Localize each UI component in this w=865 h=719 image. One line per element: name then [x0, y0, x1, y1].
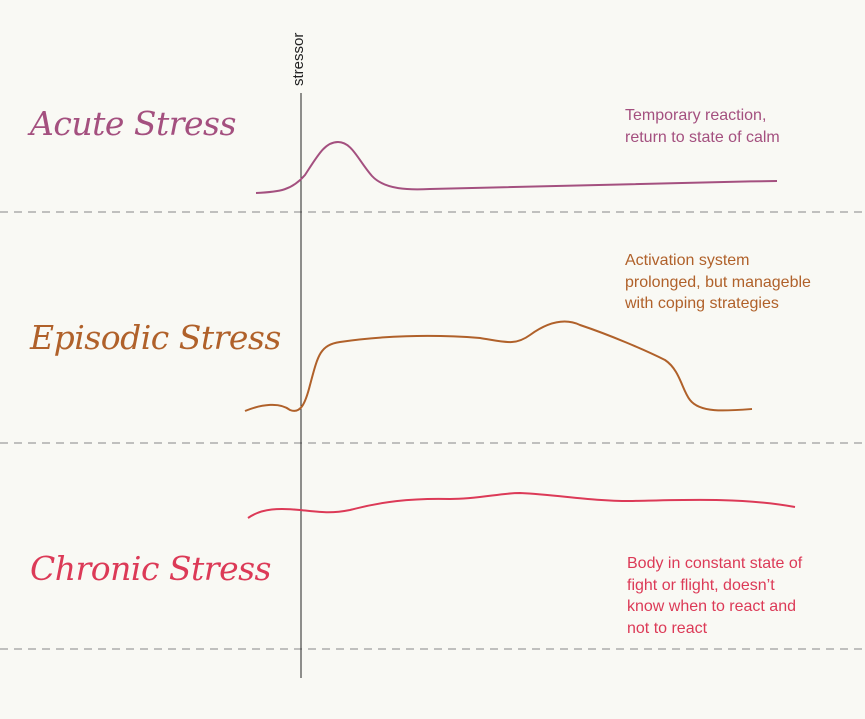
description-line: with coping strategies	[625, 295, 779, 312]
description-line: know when to react and	[627, 598, 796, 615]
acute-stress-description: Temporary reaction, return to state of c…	[625, 105, 780, 148]
description-line: not to react	[627, 619, 708, 637]
description-line: Activation system	[625, 252, 750, 269]
episodic-stress-description: Activation system prolonged, but manageb…	[625, 250, 811, 315]
description-line: Temporary reaction,	[625, 107, 767, 124]
description-line: return to state of calm	[625, 128, 780, 146]
acute-stress-curve	[255, 140, 778, 194]
episodic-stress-title: Episodic Stress	[30, 318, 281, 357]
description-line: Body in constant state of	[627, 555, 803, 572]
description-line: fight or flight, doesn’t	[627, 576, 775, 594]
description-line: prolonged, but manageble	[625, 273, 811, 291]
acute-stress-title: Acute Stress	[30, 104, 236, 143]
episodic-stress-curve	[244, 320, 753, 412]
chronic-stress-curve	[247, 491, 796, 519]
chronic-stress-description: Body in constant state of fight or fligh…	[627, 553, 802, 639]
stressor-label: stressor	[290, 32, 307, 86]
chronic-stress-title: Chronic Stress	[30, 549, 271, 588]
